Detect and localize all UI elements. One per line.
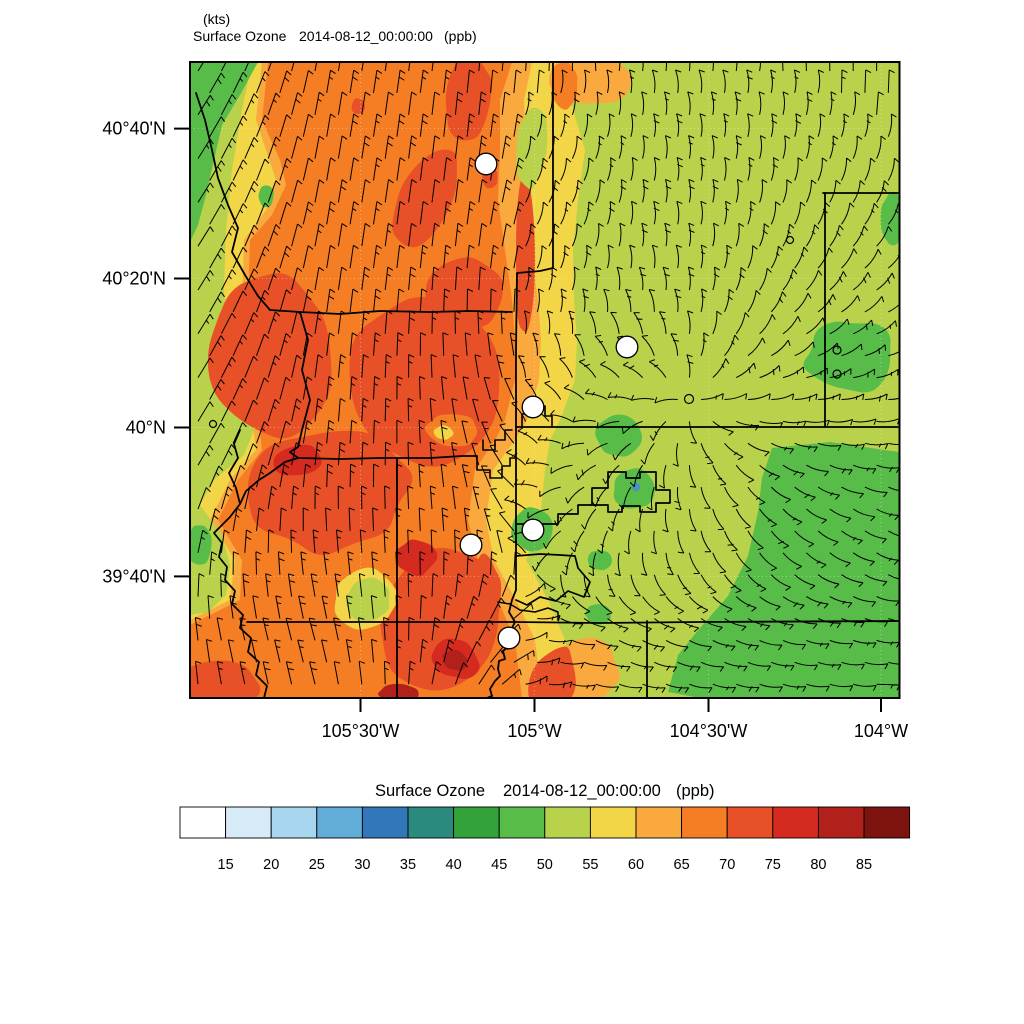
- svg-text:39°40'N: 39°40'N: [102, 566, 166, 586]
- svg-text:85: 85: [856, 857, 872, 873]
- svg-text:15: 15: [218, 857, 234, 873]
- svg-text:25: 25: [309, 857, 325, 873]
- svg-text:40°20'N: 40°20'N: [102, 269, 166, 289]
- svg-text:35: 35: [400, 857, 416, 873]
- svg-text:(ppb): (ppb): [676, 782, 715, 800]
- svg-text:40°40'N: 40°40'N: [102, 119, 166, 139]
- svg-text:50: 50: [537, 857, 553, 873]
- svg-text:Surface Ozone: Surface Ozone: [193, 28, 287, 44]
- svg-text:Surface Ozone: Surface Ozone: [375, 782, 485, 800]
- svg-text:105°W: 105°W: [507, 721, 561, 741]
- svg-text:20: 20: [263, 857, 279, 873]
- svg-text:(ppb): (ppb): [444, 28, 477, 44]
- svg-text:55: 55: [582, 857, 598, 873]
- svg-text:45: 45: [491, 857, 507, 873]
- svg-text:104°W: 104°W: [854, 721, 908, 741]
- svg-text:75: 75: [765, 857, 781, 873]
- svg-text:2014-08-12_00:00:00: 2014-08-12_00:00:00: [503, 782, 661, 800]
- svg-text:60: 60: [628, 857, 644, 873]
- svg-text:105°30'W: 105°30'W: [322, 721, 400, 741]
- svg-text:40°N: 40°N: [126, 418, 166, 438]
- svg-text:40: 40: [446, 857, 462, 873]
- svg-text:65: 65: [674, 857, 690, 873]
- svg-text:30: 30: [354, 857, 370, 873]
- svg-text:70: 70: [719, 857, 735, 873]
- svg-text:2014-08-12_00:00:00: 2014-08-12_00:00:00: [299, 28, 433, 44]
- svg-text:104°30'W: 104°30'W: [670, 721, 748, 741]
- svg-text:80: 80: [810, 857, 826, 873]
- svg-text:(kts): (kts): [203, 11, 230, 27]
